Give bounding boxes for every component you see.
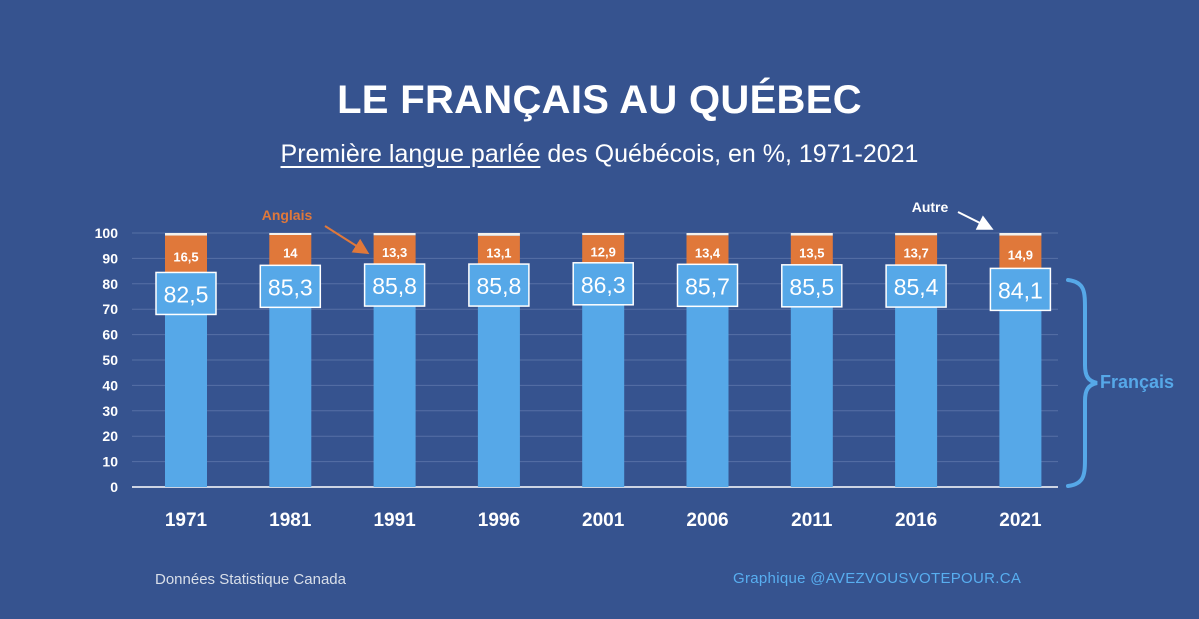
x-tick-label: 1996 [478, 510, 520, 531]
data-label-francais: 85,7 [685, 273, 730, 299]
bar-autre [999, 233, 1042, 236]
x-tick-label: 1991 [373, 510, 416, 531]
subtitle-rest: des Québécois, en %, 1971-2021 [540, 140, 919, 168]
y-tick-label: 0 [110, 479, 118, 495]
data-label-francais: 86,3 [581, 272, 626, 298]
data-label-francais: 84,1 [998, 277, 1043, 303]
x-tick-label: 2006 [686, 510, 728, 531]
subtitle-underlined: Première langue parlée [280, 140, 541, 168]
data-label-anglais: 13,7 [903, 246, 928, 261]
y-tick-label: 50 [102, 352, 118, 368]
y-tick-label: 20 [102, 428, 118, 444]
bar-anglais [269, 234, 312, 271]
data-label-francais: 82,5 [164, 281, 209, 307]
x-tick-label: 2011 [791, 510, 833, 531]
bar-anglais [165, 235, 207, 278]
bar-anglais [895, 235, 938, 271]
data-label-anglais: 13,3 [382, 245, 407, 260]
credit-link[interactable]: Graphique @AVEZVOUSVOTEPOUR.CA [733, 570, 1022, 587]
y-tick-label: 60 [102, 327, 118, 343]
bar-anglais [999, 235, 1042, 274]
bar-autre [582, 233, 625, 236]
data-label-box [676, 263, 739, 308]
y-axis: 0 10 20 30 40 50 60 70 80 90 100 [95, 225, 119, 495]
data-label-anglais: 13,1 [486, 245, 511, 260]
data-label-box [155, 271, 217, 316]
bar-autre [686, 233, 729, 236]
data-label-anglais: 13,4 [695, 245, 721, 260]
annotation-anglais: Anglais [262, 207, 313, 223]
annotations: Anglais Autre Français [262, 199, 1174, 488]
francais-brace [1066, 278, 1098, 488]
annotation-arrow-autre [957, 211, 994, 230]
data-label-francais: 85,4 [894, 274, 939, 300]
data-label-box [468, 263, 530, 307]
y-tick-label: 90 [102, 250, 118, 266]
bar-autre [269, 233, 312, 235]
y-tick-label: 10 [102, 454, 118, 470]
annotation-autre: Autre [912, 199, 949, 215]
data-label-anglais: 14,9 [1008, 247, 1033, 262]
data-label-anglais: 12,9 [591, 244, 616, 259]
data-label-box [572, 262, 634, 306]
data-label-anglais: 14 [283, 246, 298, 261]
chart-title: LE FRANÇAIS AU QUÉBEC [337, 78, 862, 122]
x-tick-label: 1971 [165, 510, 208, 531]
data-label-anglais: 16,5 [173, 249, 198, 264]
bar-autre [477, 233, 520, 236]
x-axis: 1971 1981 1991 1996 2001 2006 2011 2016 2021 [165, 510, 1042, 531]
bar-autre [373, 233, 416, 236]
data-label-francais: 85,8 [372, 273, 417, 299]
data-label-box [885, 264, 947, 308]
data-label-anglais: 13,5 [799, 246, 824, 261]
x-tick-label: 2001 [582, 510, 625, 531]
bar-autre [165, 233, 207, 236]
bar-autre [790, 233, 833, 236]
y-tick-label: 70 [102, 301, 118, 317]
chart-subtitle: Première langue parlée des Québécois, en… [0, 140, 1199, 169]
data-label-box [781, 264, 843, 308]
annotation-arrow-anglais [324, 225, 370, 255]
data-label-box [363, 263, 426, 307]
data-label-francais: 85,3 [268, 274, 313, 300]
annotation-francais: Français [1100, 372, 1174, 392]
data-label-francais: 85,5 [789, 274, 834, 300]
y-tick-label: 40 [102, 377, 118, 393]
x-tick-label: 2021 [999, 510, 1042, 531]
y-tick-label: 100 [95, 225, 119, 241]
bar-autre [895, 233, 938, 236]
data-label-box [989, 267, 1052, 312]
source-note: Données Statistique Canada [155, 571, 346, 588]
bars: 16,5 82,5 14 85,3 13,3 85,8 13,1 85,8 12,9 86,3 13… [155, 233, 1052, 487]
y-tick-label: 30 [102, 403, 118, 419]
data-label-box [259, 264, 322, 309]
data-label-francais: 85,8 [477, 273, 522, 299]
x-tick-label: 2016 [895, 510, 937, 531]
y-tick-label: 80 [102, 276, 118, 292]
x-tick-label: 1981 [269, 510, 312, 531]
